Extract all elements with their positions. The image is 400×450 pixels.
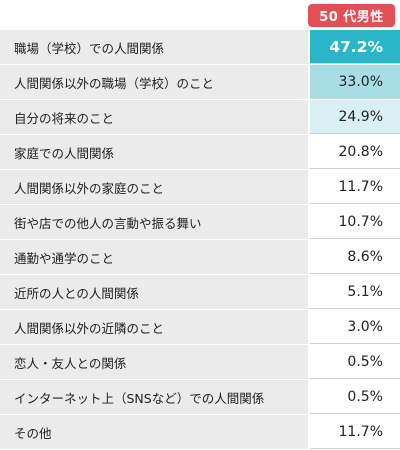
row-label: 通勤や通学のこと xyxy=(0,240,308,274)
table-row: 家庭での人間関係 20.8% xyxy=(0,135,400,170)
table-row: 通勤や通学のこと 8.6% xyxy=(0,240,400,275)
table-row: その他 11.7% xyxy=(0,415,400,450)
row-value: 11.7% xyxy=(310,170,400,204)
table-row: 自分の将来のこと 24.9% xyxy=(0,100,400,135)
row-value: 3.0% xyxy=(310,310,400,344)
row-label: 自分の将来のこと xyxy=(0,100,308,134)
row-value: 11.7% xyxy=(310,415,400,449)
row-label: 人間関係以外の職場（学校）のこと xyxy=(0,65,308,99)
results-table: 職場（学校）での人間関係 47.2% 人間関係以外の職場（学校）のこと 33.0… xyxy=(0,30,400,449)
row-label: 近所の人との人間関係 xyxy=(0,275,308,309)
table-row: 人間関係以外の家庭のこと 11.7% xyxy=(0,170,400,205)
table-row: 街や店での他人の言動や振る舞い 10.7% xyxy=(0,205,400,240)
table-row: 職場（学校）での人間関係 47.2% xyxy=(0,30,400,65)
row-label: その他 xyxy=(0,415,308,449)
row-value: 0.5% xyxy=(310,345,400,379)
table-row: 人間関係以外の近隣のこと 3.0% xyxy=(0,310,400,345)
row-value: 0.5% xyxy=(310,380,400,414)
row-label: 人間関係以外の家庭のこと xyxy=(0,170,308,204)
header-row: 50 代男性 xyxy=(0,0,400,30)
row-label: インターネット上（SNSなど）での人間関係 xyxy=(0,380,308,414)
row-value: 20.8% xyxy=(310,135,400,169)
row-label: 人間関係以外の近隣のこと xyxy=(0,310,308,344)
row-label: 家庭での人間関係 xyxy=(0,135,308,169)
row-value: 5.1% xyxy=(310,275,400,309)
row-value: 33.0% xyxy=(310,65,400,99)
row-label: 職場（学校）での人間関係 xyxy=(0,30,308,64)
row-value: 47.2% xyxy=(310,30,400,64)
table-row: インターネット上（SNSなど）での人間関係 0.5% xyxy=(0,380,400,415)
row-value: 24.9% xyxy=(310,100,400,134)
table-row: 近所の人との人間関係 5.1% xyxy=(0,275,400,310)
row-value: 10.7% xyxy=(310,205,400,239)
table-row: 人間関係以外の職場（学校）のこと 33.0% xyxy=(0,65,400,100)
row-label: 恋人・友人との関係 xyxy=(0,345,308,379)
segment-badge: 50 代男性 xyxy=(308,4,395,27)
row-value: 8.6% xyxy=(310,240,400,274)
row-label: 街や店での他人の言動や振る舞い xyxy=(0,205,308,239)
table-row: 恋人・友人との関係 0.5% xyxy=(0,345,400,380)
